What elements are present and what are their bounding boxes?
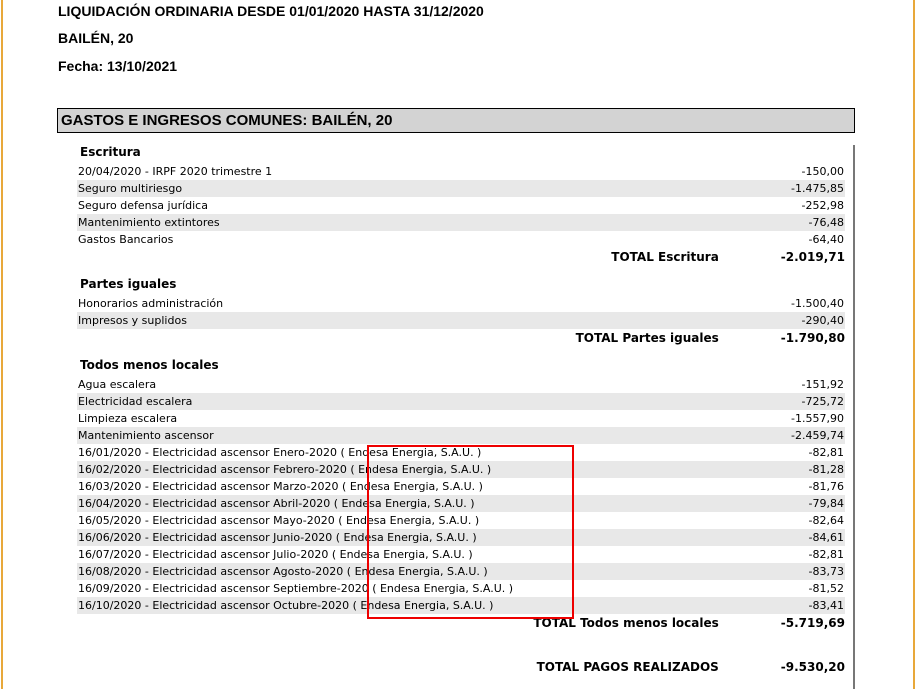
table-row: 16/02/2020 - Electricidad ascensor Febre… xyxy=(77,461,845,478)
table-row: Gastos Bancarios -64,40 xyxy=(77,231,845,248)
row-concept: 16/01/2020 - Electricidad ascensor Enero… xyxy=(78,446,482,459)
section-total-value: -2.019,71 xyxy=(780,250,845,264)
row-concept: Electricidad escalera xyxy=(78,395,193,408)
table-row: Seguro multiriesgo -1.475,85 xyxy=(77,180,845,197)
table-row: Impresos y suplidos -290,40 xyxy=(77,312,845,329)
table-row: 16/07/2020 - Electricidad ascensor Julio… xyxy=(77,546,845,563)
row-concept: 16/04/2020 - Electricidad ascensor Abril… xyxy=(78,497,475,510)
table-row: 16/08/2020 - Electricidad ascensor Agost… xyxy=(77,563,845,580)
row-amount: -290,40 xyxy=(801,314,844,327)
table-row: Mantenimiento extintores -76,48 xyxy=(77,214,845,231)
row-amount: -151,92 xyxy=(801,378,844,391)
row-concept: Seguro defensa jurídica xyxy=(78,199,208,212)
row-concept: Honorarios administración xyxy=(78,297,224,310)
spacer xyxy=(77,266,845,274)
section-title: Todos menos locales xyxy=(80,358,219,372)
highlight-box xyxy=(367,445,574,619)
section-title: Escritura xyxy=(80,145,141,159)
window-border-right xyxy=(913,0,915,689)
row-amount: -252,98 xyxy=(801,199,844,212)
row-amount: -79,84 xyxy=(808,497,844,510)
row-concept: 16/06/2020 - Electricidad ascensor Junio… xyxy=(78,531,477,544)
spacer xyxy=(77,347,845,355)
row-amount: -82,81 xyxy=(808,446,844,459)
table-row: 16/01/2020 - Electricidad ascensor Enero… xyxy=(77,444,845,461)
row-amount: -1.557,90 xyxy=(791,412,844,425)
report-title: LIQUIDACIÓN ORDINARIA DESDE 01/01/2020 H… xyxy=(58,3,484,19)
row-concept: Mantenimiento extintores xyxy=(78,216,220,229)
divider xyxy=(853,145,855,689)
row-concept: 20/04/2020 - IRPF 2020 trimestre 1 xyxy=(78,165,273,178)
table-row: Limpieza escalera -1.557,90 xyxy=(77,410,845,427)
table-row: 16/03/2020 - Electricidad ascensor Marzo… xyxy=(77,478,845,495)
row-amount: -1.500,40 xyxy=(791,297,844,310)
row-amount: -81,52 xyxy=(808,582,844,595)
row-concept: 16/09/2020 - Electricidad ascensor Septi… xyxy=(78,582,514,595)
section-title: Partes iguales xyxy=(80,277,177,291)
row-concept: Limpieza escalera xyxy=(78,412,178,425)
row-amount: -83,73 xyxy=(808,565,844,578)
report-date: Fecha: 13/10/2021 xyxy=(58,58,178,74)
row-concept: Agua escalera xyxy=(78,378,157,391)
section-total-value: -1.790,80 xyxy=(780,331,845,345)
row-concept: Mantenimiento ascensor xyxy=(78,429,214,442)
row-amount: -2.459,74 xyxy=(791,429,844,442)
table-row: 20/04/2020 - IRPF 2020 trimestre 1 -150,0… xyxy=(77,163,845,180)
table-row: Seguro defensa jurídica -252,98 xyxy=(77,197,845,214)
table-row: Honorarios administración -1.500,40 xyxy=(77,295,845,312)
row-amount: -81,76 xyxy=(808,480,844,493)
row-amount: -725,72 xyxy=(801,395,844,408)
section-total: TOTAL Todos menos locales -5.719,69 xyxy=(77,614,845,632)
row-concept: 16/08/2020 - Electricidad ascensor Agost… xyxy=(78,565,488,578)
row-amount: -84,61 xyxy=(808,531,844,544)
grand-total: TOTAL PAGOS REALIZADOS -9.530,20 xyxy=(77,658,845,676)
row-amount: -76,48 xyxy=(808,216,844,229)
row-amount: -82,64 xyxy=(808,514,844,527)
section-total-label: TOTAL Escritura xyxy=(611,250,719,264)
row-amount: -81,28 xyxy=(808,463,844,476)
row-concept: 16/05/2020 - Electricidad ascensor Mayo-… xyxy=(78,514,480,527)
expense-table: Escritura 20/04/2020 - IRPF 2020 trimestr… xyxy=(77,142,845,676)
row-concept: 16/07/2020 - Electricidad ascensor Julio… xyxy=(78,548,473,561)
row-amount: -150,00 xyxy=(801,165,844,178)
row-amount: -64,40 xyxy=(808,233,844,246)
row-amount: -82,81 xyxy=(808,548,844,561)
row-concept: 16/10/2020 - Electricidad ascensor Octub… xyxy=(78,599,494,612)
table-row: Mantenimiento ascensor -2.459,74 xyxy=(77,427,845,444)
section-total: TOTAL Escritura -2.019,71 xyxy=(77,248,845,266)
table-row: 16/06/2020 - Electricidad ascensor Junio… xyxy=(77,529,845,546)
row-amount: -1.475,85 xyxy=(791,182,844,195)
table-row: 16/05/2020 - Electricidad ascensor Mayo-… xyxy=(77,512,845,529)
section-total: TOTAL Partes iguales -1.790,80 xyxy=(77,329,845,347)
row-concept: Impresos y suplidos xyxy=(78,314,187,327)
table-row: Agua escalera -151,92 xyxy=(77,376,845,393)
row-concept: Gastos Bancarios xyxy=(78,233,174,246)
table-row: 16/04/2020 - Electricidad ascensor Abril… xyxy=(77,495,845,512)
section-total-label: TOTAL Todos menos locales xyxy=(533,616,719,630)
row-concept: Seguro multiriesgo xyxy=(78,182,183,195)
section-band-title: GASTOS E INGRESOS COMUNES: BAILÉN, 20 xyxy=(57,108,855,133)
table-row: 16/10/2020 - Electricidad ascensor Octub… xyxy=(77,597,845,614)
row-amount: -83,41 xyxy=(808,599,844,612)
grand-total-value: -9.530,20 xyxy=(780,660,845,674)
window-border-left xyxy=(1,0,3,689)
section-total-label: TOTAL Partes iguales xyxy=(575,331,719,345)
section-total-value: -5.719,69 xyxy=(780,616,845,630)
report-address: BAILÉN, 20 xyxy=(58,30,134,46)
row-concept: 16/02/2020 - Electricidad ascensor Febre… xyxy=(78,463,492,476)
table-row: Electricidad escalera -725,72 xyxy=(77,393,845,410)
row-concept: 16/03/2020 - Electricidad ascensor Marzo… xyxy=(78,480,483,493)
grand-total-label: TOTAL PAGOS REALIZADOS xyxy=(536,660,719,674)
table-row: 16/09/2020 - Electricidad ascensor Septi… xyxy=(77,580,845,597)
